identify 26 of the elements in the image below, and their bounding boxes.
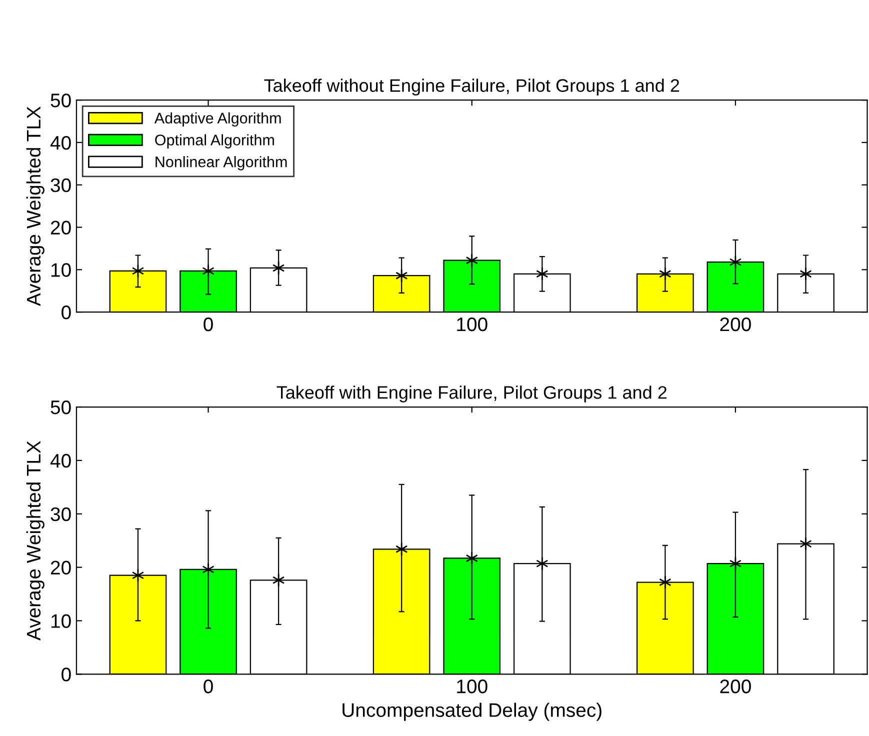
y-tick-label: 10 bbox=[51, 263, 71, 277]
y-tick-label: 40 bbox=[50, 454, 71, 468]
y-tick-label: 0 bbox=[62, 306, 71, 320]
x-tick-label: 200 bbox=[720, 680, 751, 694]
legend-label: Adaptive Algorithm bbox=[154, 112, 281, 127]
y-tick-label: 40 bbox=[50, 136, 71, 150]
x-tick-label: 0 bbox=[204, 680, 213, 694]
y-tick-label: 30 bbox=[50, 507, 71, 522]
y-tick-label: 10 bbox=[51, 614, 71, 628]
y-tick-label: 50 bbox=[50, 400, 71, 414]
chart-title: Takeoff without Engine Failure, Pilot Groups 1 and 2 bbox=[264, 78, 680, 96]
x-tick-label: 0 bbox=[204, 317, 213, 332]
legend-label: Optimal Algorithm bbox=[155, 134, 274, 148]
y-tick-label: 50 bbox=[50, 94, 71, 108]
chart-title: Takeoff with Engine Failure, Pilot Groups 1 and 2 bbox=[276, 386, 667, 402]
y-axis-title: Average Weighted TLX bbox=[26, 106, 44, 306]
x-tick-label: 100 bbox=[457, 317, 488, 332]
x-tick-label: 200 bbox=[720, 317, 751, 332]
x-axis-title: Uncompensated Delay (msec) bbox=[342, 702, 602, 721]
legend-label: Nonlinear Algorithm bbox=[156, 156, 287, 170]
y-tick-label: 0 bbox=[62, 668, 71, 682]
y-tick-label: 20 bbox=[50, 220, 71, 235]
y-axis-title: Average Weighted TLX bbox=[26, 440, 44, 641]
x-tick-label: 100 bbox=[457, 680, 488, 694]
y-tick-label: 30 bbox=[50, 178, 71, 192]
y-tick-label: 20 bbox=[50, 560, 71, 575]
